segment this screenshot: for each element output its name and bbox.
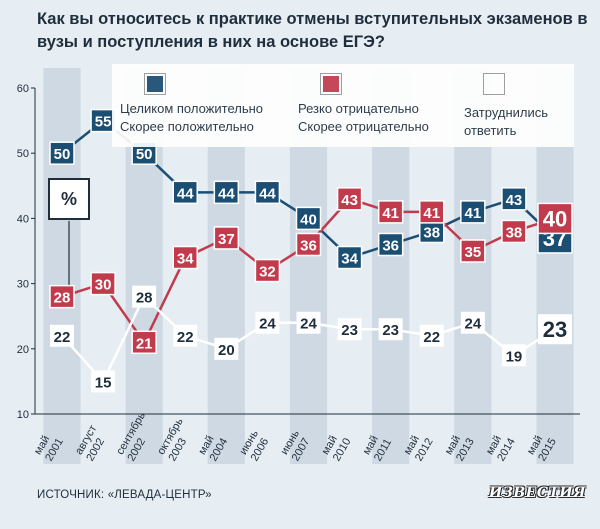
data-label-unsure: 15 (95, 374, 112, 391)
legend-label-negative-2: Скорее отрицательно (298, 119, 429, 134)
data-label-positive: 44 (259, 185, 276, 202)
data-label-positive: 43 (506, 192, 523, 209)
column-band (43, 68, 81, 464)
data-label-unsure: 23 (341, 322, 358, 339)
y-tick-label: 60 (17, 83, 29, 95)
data-marker-unsure (214, 337, 239, 360)
data-label-positive: 36 (382, 237, 399, 254)
legend-label-negative-1: Резко отрицательно (298, 101, 419, 116)
data-label-negative: 41 (382, 205, 399, 222)
data-marker-negative (336, 187, 363, 211)
data-marker-unsure (255, 311, 280, 334)
data-label-unsure: 24 (464, 316, 481, 333)
unit-percent-box: % (48, 178, 90, 220)
data-marker-positive (501, 187, 527, 211)
data-label-unsure: 19 (506, 348, 523, 365)
data-marker-positive (295, 206, 322, 231)
data-marker-negative (90, 271, 116, 296)
data-label-positive: 50 (136, 146, 153, 163)
data-label-positive: 55 (95, 114, 112, 131)
legend-marker-positive (145, 74, 165, 94)
data-label-negative: 36 (300, 237, 317, 254)
data-marker-negative (254, 258, 281, 283)
data-marker-positive (213, 180, 240, 205)
data-marker-positive (49, 141, 75, 165)
data-marker-unsure (296, 311, 321, 334)
data-label-positive: 50 (54, 146, 71, 163)
data-label-negative: 21 (136, 335, 153, 352)
data-marker-positive (254, 180, 281, 205)
data-label-positive: 44 (177, 185, 194, 202)
data-label-unsure: 24 (300, 316, 317, 333)
data-label-positive: 44 (218, 185, 235, 202)
data-marker-unsure (538, 314, 572, 345)
y-tick-label: 40 (17, 213, 29, 225)
data-marker-unsure (419, 324, 444, 347)
data-label-negative: 28 (54, 290, 71, 307)
data-label-positive: 34 (341, 251, 358, 268)
data-marker-positive (336, 245, 363, 270)
data-label-negative: 35 (464, 244, 481, 261)
data-marker-unsure (91, 370, 116, 393)
data-marker-unsure (50, 324, 74, 347)
y-tick-label: 30 (17, 279, 29, 291)
data-label-negative: 38 (506, 224, 523, 241)
data-marker-positive (172, 180, 198, 205)
data-label-negative: 40 (543, 206, 567, 231)
data-marker-unsure (132, 285, 157, 308)
data-label-negative: 37 (218, 231, 235, 248)
legend-marker-negative (321, 74, 341, 94)
data-marker-unsure (501, 344, 526, 367)
data-marker-negative (419, 200, 445, 224)
data-marker-unsure (173, 324, 198, 347)
data-marker-negative (172, 245, 198, 270)
data-marker-negative (377, 200, 404, 224)
data-label-unsure: 20 (218, 342, 235, 359)
legend-label-positive-2: Скорее положительно (120, 119, 254, 134)
data-label-negative: 34 (177, 251, 194, 268)
legend: Целиком положительно Скорее положительно… (112, 64, 574, 147)
data-label-unsure: 22 (54, 329, 71, 346)
data-marker-negative (131, 330, 157, 355)
data-label-positive: 41 (464, 205, 481, 222)
data-marker-negative (213, 226, 240, 250)
data-marker-unsure (460, 311, 485, 334)
data-label-unsure: 22 (177, 329, 194, 346)
data-label-negative: 30 (95, 277, 112, 294)
legend-marker-unsure (484, 74, 504, 94)
data-label-positive: 40 (300, 211, 317, 228)
data-label-negative: 32 (259, 264, 276, 281)
data-marker-negative (49, 284, 75, 309)
data-label-negative: 43 (341, 192, 358, 209)
data-marker-negative (460, 239, 486, 263)
data-label-unsure: 24 (259, 316, 276, 333)
y-tick-label: 10 (17, 409, 29, 421)
chart-title: Как вы относитесь к практике отмены всту… (37, 10, 588, 51)
legend-label-unsure-1: Затруднились (464, 105, 549, 120)
data-marker-negative (295, 232, 322, 257)
legend-label-unsure-2: ответить (464, 123, 517, 138)
data-marker-unsure (378, 318, 403, 341)
data-label-unsure: 23 (382, 322, 399, 339)
data-label-unsure: 28 (136, 290, 153, 307)
data-marker-positive (460, 200, 486, 224)
data-label-negative: 41 (423, 205, 440, 222)
legend-label-positive-1: Целиком положительно (120, 101, 264, 116)
y-tick-label: 50 (17, 148, 29, 160)
data-marker-negative (501, 219, 527, 244)
data-marker-positive (377, 232, 404, 257)
data-marker-negative (537, 202, 573, 235)
data-label-positive: 38 (423, 224, 440, 241)
data-marker-unsure (337, 318, 362, 341)
source-note: ИСТОЧНИК: «ЛЕВАДА-ЦЕНТР» (37, 489, 212, 501)
data-label-unsure: 23 (543, 317, 567, 342)
publisher-logo: ИЗВЕСТИЯ (489, 485, 586, 501)
y-tick-label: 20 (17, 344, 29, 356)
data-label-unsure: 22 (423, 329, 440, 346)
